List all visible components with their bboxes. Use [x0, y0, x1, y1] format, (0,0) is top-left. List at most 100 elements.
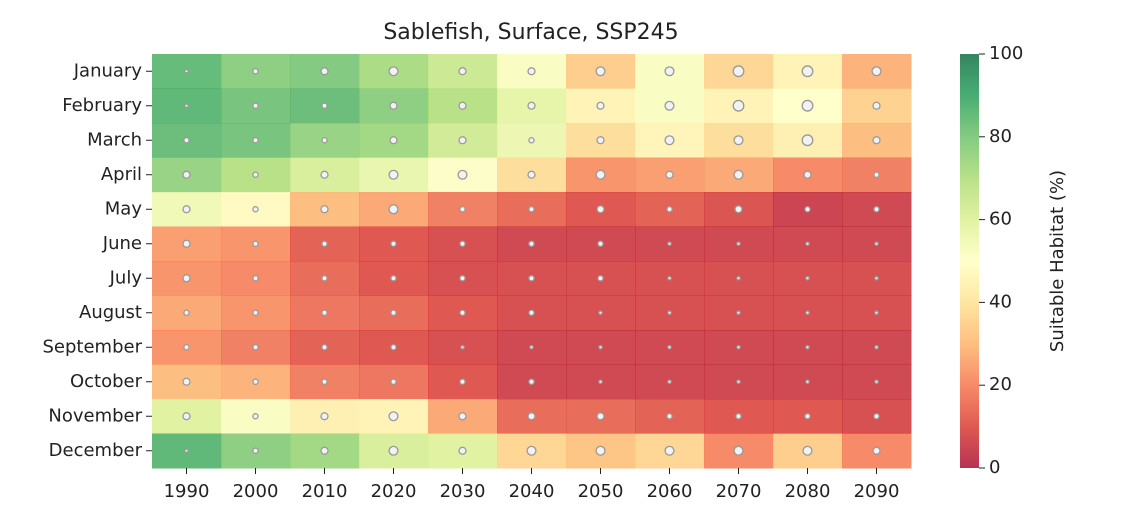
x-tick-label: 2080	[785, 481, 831, 502]
cell-marker	[252, 343, 259, 351]
cell-marker	[252, 240, 259, 247]
cell-marker	[801, 65, 814, 78]
cell-marker	[184, 103, 189, 109]
cell-marker	[597, 274, 604, 282]
cell-marker	[664, 66, 675, 77]
cell-marker	[736, 275, 741, 281]
cell-marker	[804, 205, 811, 213]
colorbar-tick-label: 80	[989, 126, 1012, 147]
cell-marker	[664, 445, 675, 456]
cell-marker	[734, 205, 743, 214]
cell-marker	[733, 169, 744, 180]
cell-marker	[527, 101, 536, 110]
cell-marker	[872, 446, 881, 455]
y-tick-label: October	[70, 371, 143, 392]
cell-marker	[183, 343, 190, 351]
cell-marker	[596, 412, 605, 421]
cell-marker	[736, 344, 741, 350]
cell-marker	[321, 378, 328, 385]
cell-marker	[874, 310, 879, 316]
cell-marker	[388, 66, 399, 77]
y-tick-label: January	[73, 60, 143, 81]
y-tick-label: December	[49, 440, 143, 461]
cell-marker	[598, 379, 603, 385]
cell-marker	[320, 170, 329, 179]
cell-marker	[667, 310, 672, 316]
cell-marker	[529, 344, 534, 350]
cell-marker	[802, 445, 813, 456]
cell-marker	[252, 136, 259, 144]
cell-marker	[733, 445, 744, 456]
cell-marker	[528, 205, 535, 213]
cell-marker	[320, 446, 329, 455]
cell-marker	[733, 135, 744, 146]
x-tick-label: 1990	[164, 481, 210, 502]
cell-marker	[321, 309, 328, 316]
cell-marker	[735, 412, 742, 420]
cell-marker	[321, 343, 328, 351]
cell-marker	[388, 204, 399, 215]
x-tick-label: 2000	[233, 481, 279, 502]
cell-marker	[390, 343, 397, 351]
cell-marker	[321, 274, 328, 282]
y-axis-ticks: January February March April May June July Augu…	[43, 60, 152, 461]
cell-marker	[388, 411, 399, 422]
x-tick-label: 2050	[578, 481, 624, 502]
cell-marker	[874, 379, 879, 385]
cell-marker	[182, 274, 191, 283]
cell-marker	[458, 446, 467, 455]
cell-marker	[528, 378, 535, 385]
cell-marker	[182, 377, 191, 386]
chart-title: Sablefish, Surface, SSP245	[383, 20, 678, 45]
cell-marker	[598, 344, 603, 350]
cell-marker	[252, 274, 259, 282]
cell-marker	[527, 67, 536, 76]
cell-marker	[666, 412, 673, 420]
cell-marker	[459, 378, 466, 385]
y-tick-label: May	[105, 198, 143, 219]
cell-marker	[390, 274, 397, 282]
cell-marker	[528, 136, 535, 144]
cell-marker	[390, 378, 397, 385]
x-tick-label: 2040	[509, 481, 555, 502]
heatmap-cells	[152, 54, 912, 469]
cell-marker	[459, 309, 466, 316]
cell-marker	[527, 412, 536, 421]
y-tick-label: February	[62, 95, 142, 116]
cell-marker	[390, 309, 397, 316]
cell-marker	[320, 412, 329, 421]
cell-marker	[667, 275, 672, 281]
colorbar-ticks: 0 20 40 60 80 100	[979, 43, 1023, 478]
cell-marker	[805, 310, 810, 316]
cell-marker	[732, 65, 745, 78]
cell-marker	[459, 240, 466, 247]
cell-marker	[664, 135, 675, 146]
colorbar-tick-label: 20	[989, 374, 1012, 395]
cell-marker	[595, 66, 606, 77]
y-tick-label: November	[48, 405, 142, 426]
cell-marker	[458, 67, 467, 76]
y-tick-label: August	[79, 302, 142, 323]
colorbar-tick-label: 0	[989, 457, 1000, 478]
cell-marker	[527, 170, 536, 179]
y-tick-label: July	[109, 267, 143, 288]
cell-marker	[183, 136, 190, 144]
x-tick-label: 2020	[371, 481, 417, 502]
cell-marker	[805, 344, 810, 350]
cell-marker	[389, 101, 398, 110]
cell-marker	[528, 309, 535, 316]
cell-marker	[803, 170, 812, 179]
cell-marker	[874, 344, 879, 350]
cell-marker	[252, 68, 259, 75]
x-tick-label: 2060	[647, 481, 693, 502]
cell-marker	[736, 379, 741, 385]
cell-marker	[388, 445, 399, 456]
cell-marker	[321, 102, 328, 110]
cell-marker	[598, 310, 603, 316]
cell-marker	[596, 136, 605, 145]
cell-marker	[321, 240, 328, 247]
cell-marker	[184, 448, 189, 454]
cell-marker	[874, 275, 879, 281]
cell-marker	[872, 101, 881, 110]
